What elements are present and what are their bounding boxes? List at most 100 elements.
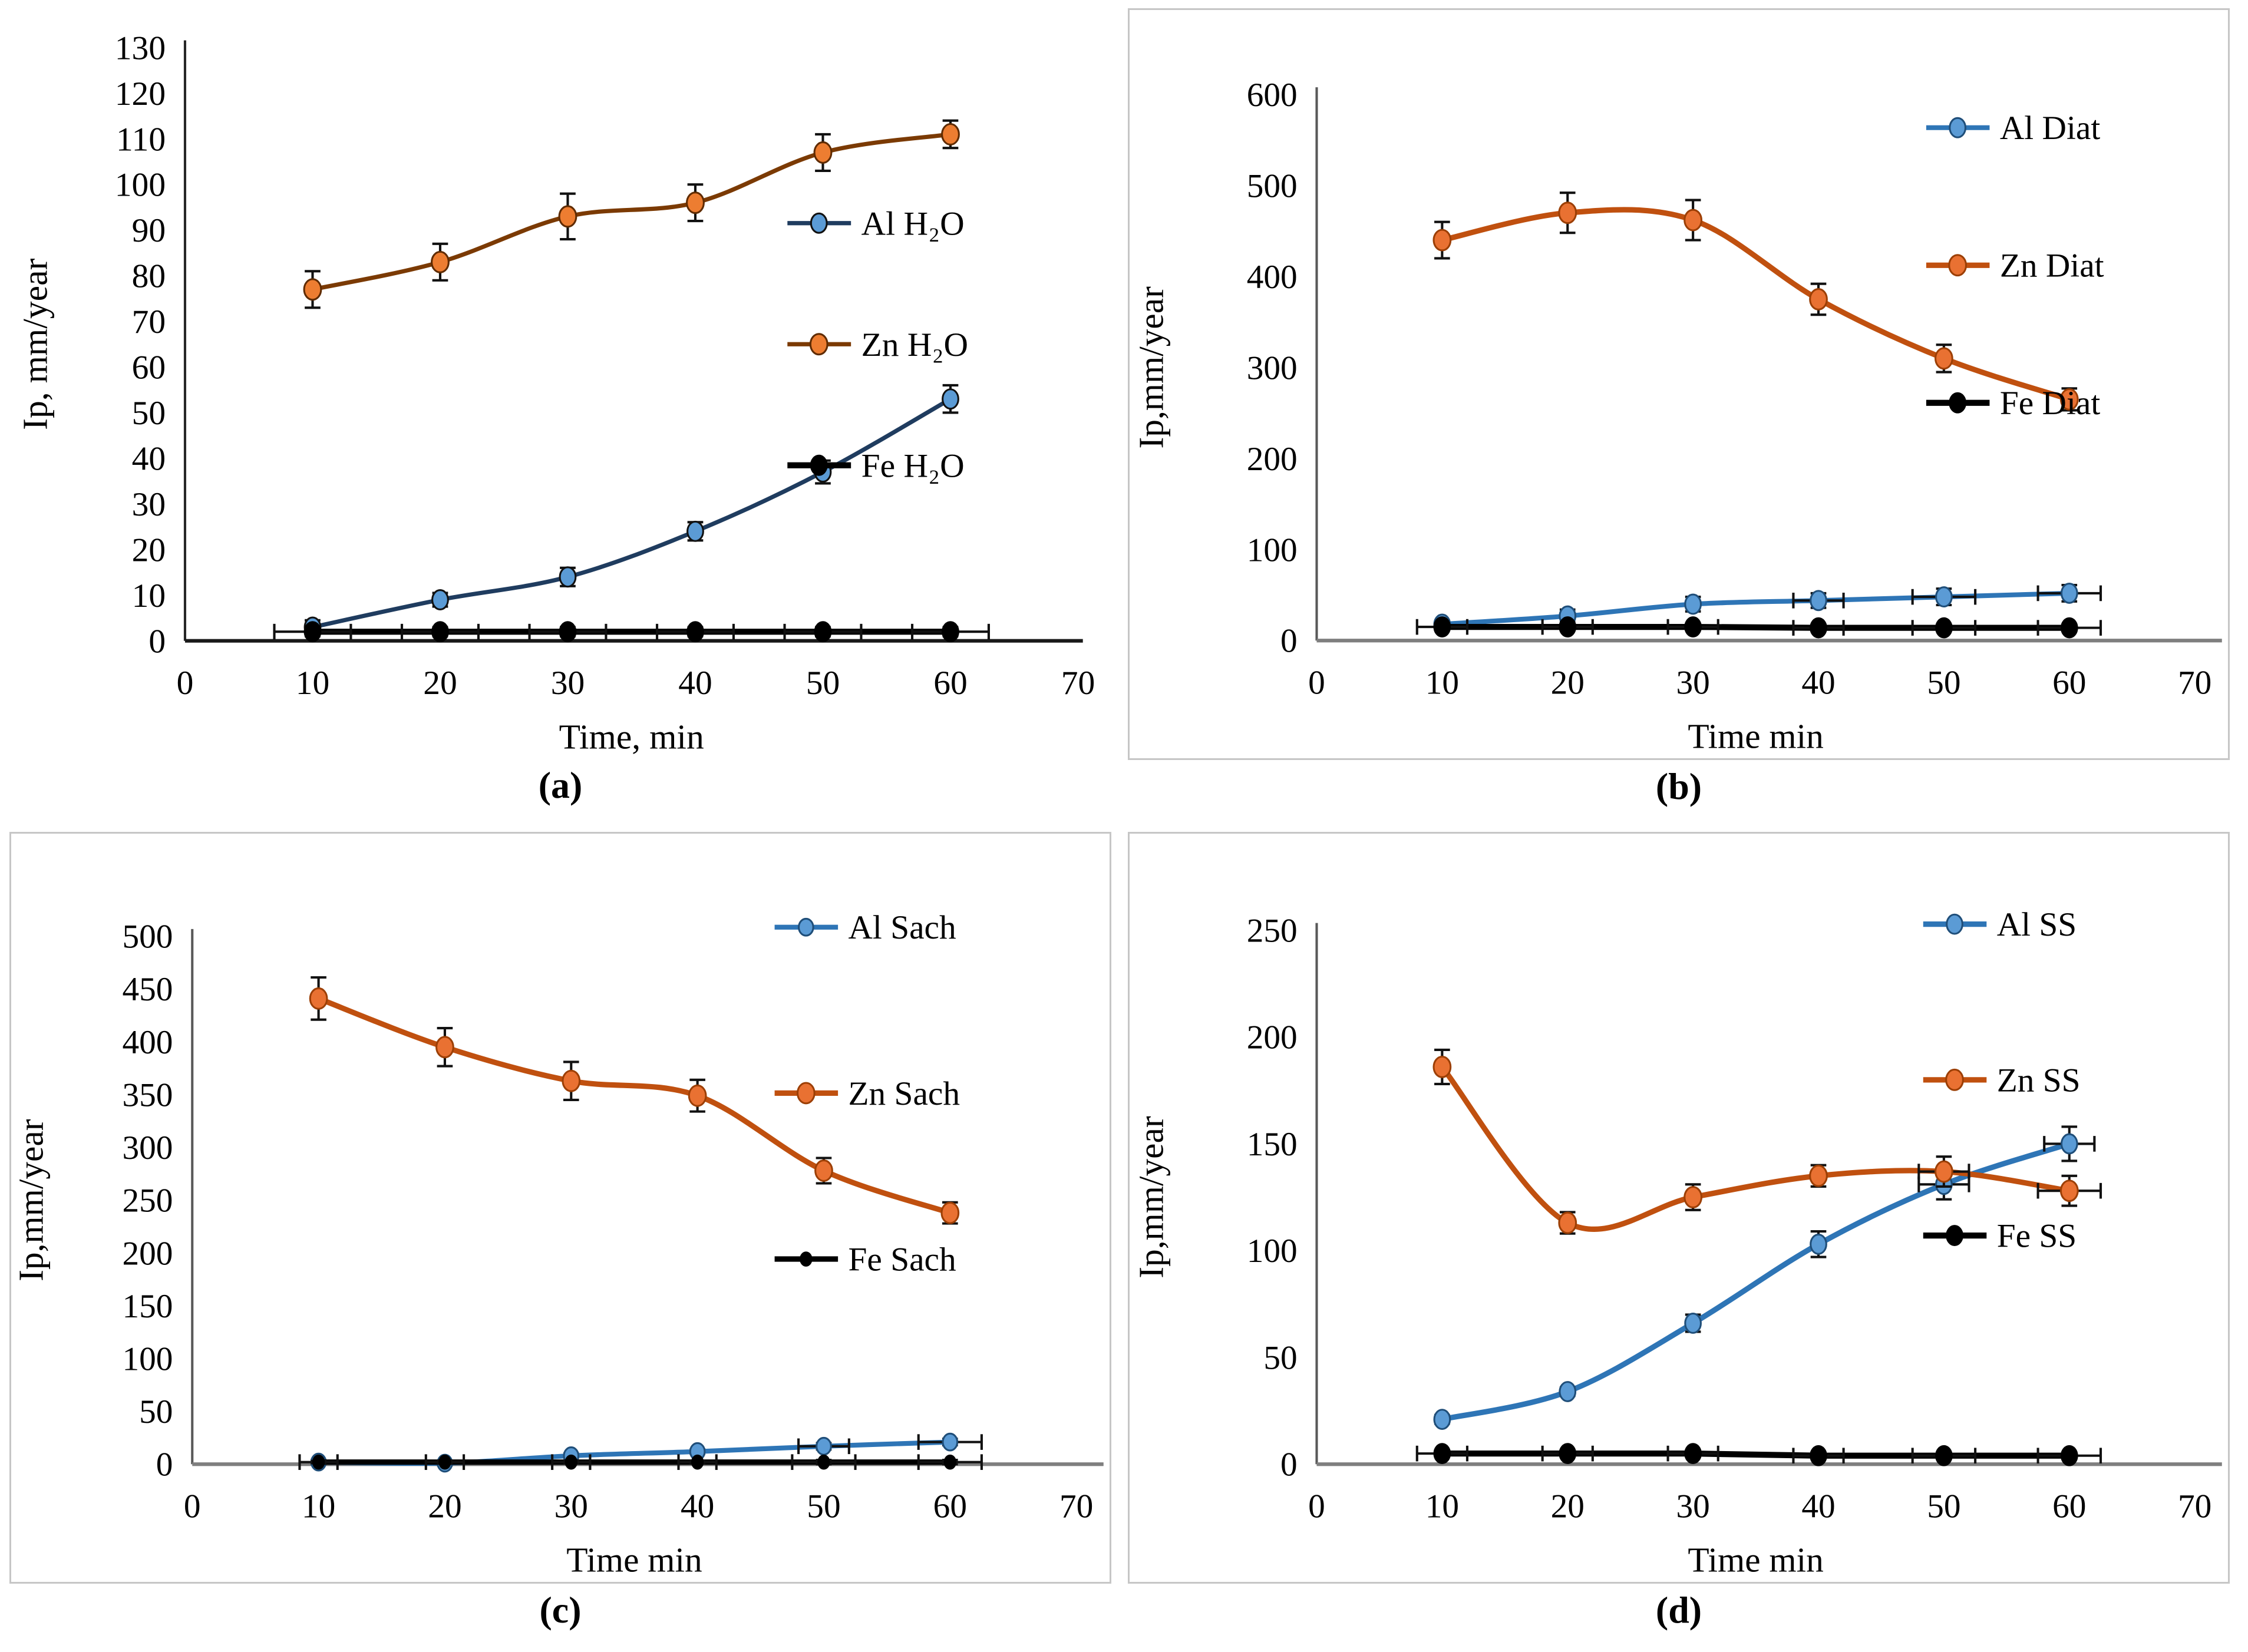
data-point-marker bbox=[816, 1436, 832, 1456]
x-tick-label: 60 bbox=[2052, 664, 2086, 701]
x-tick-labels: 0 10 20 30 40 50 60 70 bbox=[1308, 664, 2211, 701]
chart-frame-a: 0 10 20 30 40 50 60 70 80 90 100 110 120 130 0 10 20 30 40… bbox=[9, 8, 1111, 759]
x-tick-label: 10 bbox=[1425, 664, 1459, 701]
markers bbox=[312, 1454, 957, 1470]
axes bbox=[191, 929, 1104, 1466]
x-tick-label: 70 bbox=[2178, 664, 2211, 701]
series-zn-sach bbox=[309, 976, 960, 1225]
data-point-marker bbox=[565, 1454, 578, 1470]
legend-item-zn-diat: Zn Diat bbox=[1926, 247, 2104, 285]
series-fe-ss bbox=[1415, 1443, 2102, 1466]
y-tick-label: 0 bbox=[148, 623, 166, 660]
legend: Al Sach Zn Sach Fe Sach bbox=[774, 909, 960, 1278]
markers bbox=[1433, 1133, 2078, 1430]
legend-item-al-ss: Al SS bbox=[1923, 906, 2077, 943]
x-tick-label: 40 bbox=[1801, 1488, 1835, 1525]
data-point-marker bbox=[942, 1432, 959, 1452]
y-tick-label: 10 bbox=[132, 577, 166, 614]
legend-label: Fe H₂O bbox=[861, 447, 965, 484]
series-fe-diat bbox=[1415, 616, 2102, 639]
x-tick-label: 50 bbox=[806, 665, 840, 702]
data-point-marker bbox=[2060, 1133, 2078, 1155]
chart-frame-c: 0 50 100 150 200 250 300 350 400 450 500 0 10 20 30 40 5… bbox=[9, 831, 1111, 1584]
x-tick-labels: 0 10 20 30 40 50 60 70 bbox=[177, 665, 1095, 702]
y-tick-label: 150 bbox=[1247, 1126, 1298, 1163]
legend-item-fe-sach: Fe Sach bbox=[774, 1241, 956, 1278]
legend-swatch-marker bbox=[1949, 117, 1967, 138]
series-zn-ss bbox=[1432, 1048, 2102, 1235]
data-point-marker bbox=[1433, 1409, 1451, 1430]
chart-canvas-b: 0 100 200 300 400 500 600 0 10 20 30 40 50 60 70 Time m… bbox=[1131, 77, 2222, 756]
data-point-marker bbox=[2060, 1445, 2078, 1466]
data-point-marker bbox=[1935, 586, 1953, 608]
legend-item-al-h-o: Al H₂O bbox=[787, 205, 965, 242]
legend-label: Fe Diat bbox=[2000, 385, 2100, 422]
y-tick-label: 50 bbox=[139, 1393, 173, 1430]
y-tick-label: 80 bbox=[132, 258, 166, 295]
chart-frame-d: 0 50 100 150 200 250 0 10 20 30 40 50 60 70 Time min Ip… bbox=[1128, 831, 2230, 1584]
data-point-marker bbox=[1810, 590, 1827, 612]
data-point-marker bbox=[813, 141, 833, 164]
legend-swatch-marker bbox=[798, 917, 814, 937]
markers bbox=[309, 987, 960, 1224]
chart-panel-c: 0 50 100 150 200 250 300 350 400 450 500 0 10 20 30 40 5… bbox=[9, 831, 1111, 1632]
chart-panel-b: 0 100 200 300 400 500 600 0 10 20 30 40 50 60 70 Time m… bbox=[1128, 8, 2230, 808]
data-point-marker bbox=[940, 1201, 960, 1224]
x-tick-label: 70 bbox=[1059, 1488, 1093, 1525]
y-tick-label: 100 bbox=[1247, 1233, 1298, 1270]
y-tick-label: 300 bbox=[1247, 349, 1298, 386]
chart-canvas-a: 0 10 20 30 40 50 60 70 80 90 100 110 120 130 0 10 20 30 40… bbox=[16, 29, 1095, 756]
y-tick-label: 110 bbox=[116, 121, 166, 158]
x-tick-label: 60 bbox=[933, 665, 968, 702]
data-point-marker bbox=[431, 621, 449, 643]
legend-item-zn-h-o: Zn H₂O bbox=[787, 326, 968, 364]
x-tick-label: 20 bbox=[1551, 1488, 1585, 1525]
legend-label: Al Diat bbox=[2000, 110, 2100, 147]
data-point-marker bbox=[1810, 617, 1827, 639]
legend-swatch-marker bbox=[809, 333, 828, 356]
y-tick-label: 60 bbox=[132, 349, 166, 386]
data-point-marker bbox=[431, 250, 450, 273]
chart-canvas-d: 0 50 100 150 200 250 0 10 20 30 40 50 60 70 Time min Ip… bbox=[1131, 906, 2222, 1580]
y-axis-title: Ip, mm/year bbox=[16, 259, 55, 430]
series-line bbox=[312, 397, 952, 629]
data-point-marker bbox=[817, 1454, 830, 1470]
legend-item-zn-sach: Zn Sach bbox=[774, 1075, 960, 1112]
data-point-marker bbox=[559, 621, 577, 643]
data-point-marker bbox=[686, 621, 704, 643]
data-point-marker bbox=[1935, 1445, 1953, 1466]
error-bars bbox=[305, 119, 959, 309]
chart-frame-b: 0 100 200 300 400 500 600 0 10 20 30 40 50 60 70 Time m… bbox=[1128, 8, 2230, 760]
series-line bbox=[317, 996, 951, 1216]
x-tick-label: 40 bbox=[678, 665, 712, 702]
x-tick-label: 0 bbox=[1308, 664, 1325, 701]
error-bars bbox=[1434, 583, 2102, 629]
legend-item-fe-h-o: Fe H₂O bbox=[787, 447, 965, 484]
x-tick-label: 30 bbox=[554, 1488, 588, 1525]
y-tick-label: 50 bbox=[132, 395, 166, 432]
legend-label: Zn Diat bbox=[2000, 247, 2104, 285]
legend-label: Al H₂O bbox=[861, 205, 965, 242]
data-point-marker bbox=[559, 566, 577, 588]
data-point-marker bbox=[1558, 201, 1577, 224]
x-tick-label: 0 bbox=[1308, 1488, 1325, 1525]
data-point-marker bbox=[1683, 1186, 1703, 1208]
y-tick-label: 400 bbox=[122, 1024, 173, 1061]
y-tick-label: 200 bbox=[1247, 1019, 1298, 1056]
y-tick-label: 0 bbox=[156, 1446, 173, 1484]
data-point-marker bbox=[943, 1454, 957, 1470]
axes bbox=[1315, 87, 2222, 643]
data-point-marker bbox=[1810, 1233, 1827, 1255]
legend-item-zn-ss: Zn SS bbox=[1923, 1062, 2081, 1099]
data-point-marker bbox=[942, 388, 959, 410]
markers bbox=[303, 621, 959, 643]
x-tick-label: 40 bbox=[681, 1488, 714, 1525]
data-point-marker bbox=[1935, 1160, 1953, 1183]
y-tick-label: 600 bbox=[1247, 77, 1298, 114]
data-point-marker bbox=[558, 205, 577, 228]
y-tick-label: 30 bbox=[132, 486, 166, 523]
data-point-marker bbox=[1432, 229, 1452, 252]
error-bars bbox=[305, 384, 959, 636]
legend-swatch-marker bbox=[810, 212, 828, 234]
